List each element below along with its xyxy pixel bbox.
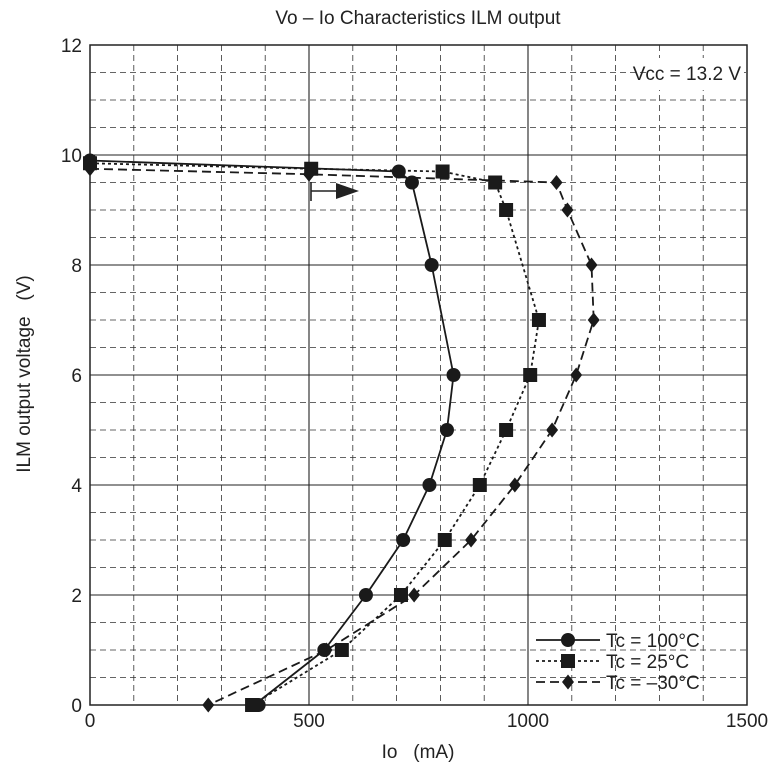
data-point-diamond (408, 587, 421, 603)
series-line-circle (89, 159, 455, 706)
data-point-square (435, 164, 450, 179)
legend-label: Tc = 100°C (606, 631, 700, 652)
y-tick-label: 6 (71, 366, 82, 387)
data-point-square (334, 643, 349, 657)
data-point-diamond (550, 175, 563, 190)
data-point-diamond (561, 202, 574, 218)
data-point-square (499, 203, 514, 217)
x-tick-label: 1500 (726, 711, 768, 732)
legend-label: Tc = 25°C (606, 652, 689, 673)
legend: Tc = 100°CTc = 25°CTc = –30°C (536, 631, 700, 694)
data-point-square (523, 368, 538, 382)
series-lines (89, 159, 595, 706)
data-point-square (531, 313, 546, 327)
data-point-diamond (465, 532, 478, 548)
legend-marker-circle (561, 633, 575, 647)
data-point-square (245, 698, 260, 712)
data-point-diamond (570, 367, 583, 383)
data-point-square (393, 588, 408, 602)
data-point-diamond (585, 257, 598, 273)
data-point-circle (424, 258, 439, 272)
y-tick-label: 2 (71, 586, 82, 607)
x-tick-label: 0 (85, 711, 96, 732)
data-point-square (499, 423, 514, 437)
chart-title: Vo – Io Characteristics ILM output (275, 8, 561, 29)
data-point-diamond (84, 161, 96, 177)
data-point-diamond (303, 166, 315, 182)
vcc-annotation: Vcc = 13.2 V (633, 64, 742, 85)
series-markers (83, 153, 600, 713)
y-tick-label: 4 (71, 476, 82, 497)
y-tick-label: 10 (61, 146, 82, 167)
data-point-circle (404, 175, 419, 190)
data-point-diamond (587, 312, 600, 328)
annotation-background (646, 58, 744, 90)
y-tick-label: 0 (71, 696, 82, 717)
tick-labels: 0 500 1000 1500 0 2 4 6 8 10 12 (61, 36, 768, 732)
data-point-square (437, 533, 452, 547)
x-tick-label: 1000 (507, 711, 549, 732)
y-tick-label: 8 (71, 256, 82, 277)
data-point-diamond (320, 642, 333, 658)
data-point-square (472, 478, 487, 492)
x-axis-label: Io (mA) (382, 742, 455, 763)
legend-label: Tc = –30°C (606, 673, 700, 694)
y-tick-label: 12 (61, 36, 82, 57)
y-axis-label: ILM output voltage (V) (14, 275, 35, 473)
data-point-circle (422, 478, 437, 492)
data-point-circle (439, 423, 454, 437)
x-tick-label: 500 (293, 711, 325, 732)
series-line-square (89, 162, 540, 706)
legend-marker-diamond (562, 674, 574, 690)
data-point-square (488, 175, 503, 190)
data-point-circle (358, 588, 373, 602)
data-point-circle (446, 368, 461, 382)
data-point-circle (391, 164, 406, 179)
data-point-diamond (202, 697, 215, 713)
arrow-indicator (310, 182, 359, 201)
data-point-diamond (546, 422, 559, 438)
legend-marker-square (561, 654, 575, 668)
data-point-diamond (508, 477, 521, 493)
plot-frame (89, 44, 748, 706)
major-grid (90, 45, 747, 705)
data-point-circle (396, 533, 411, 547)
